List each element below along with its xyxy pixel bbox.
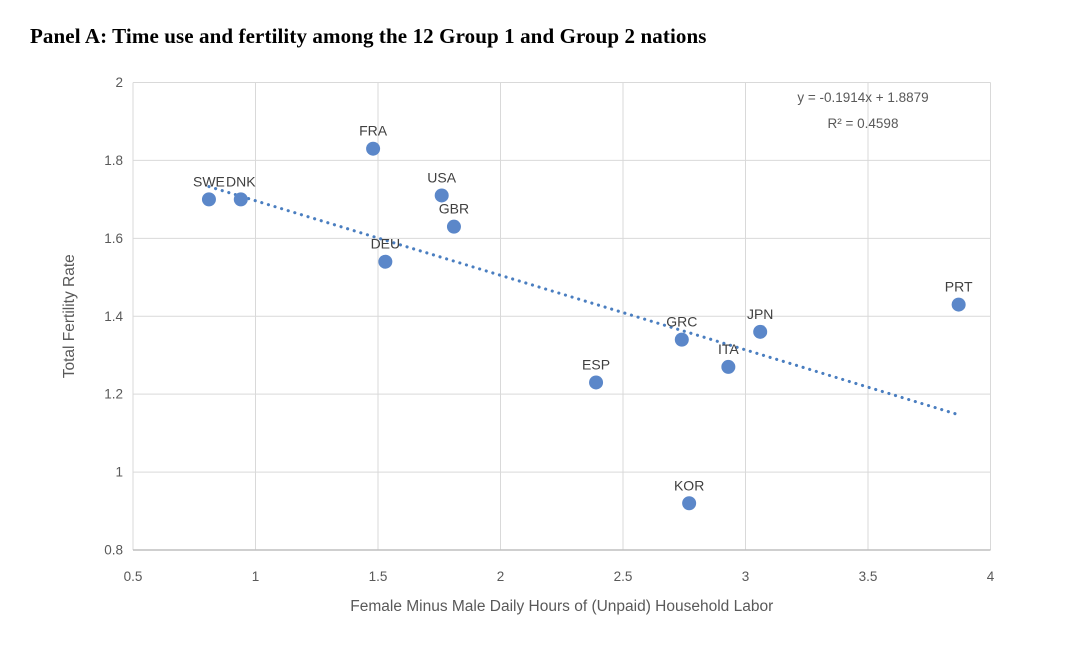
- data-point-ITA: [721, 359, 736, 374]
- x-tick-label: 4: [987, 569, 995, 584]
- data-point-KOR: [682, 496, 697, 511]
- data-point-label-FRA: FRA: [359, 123, 388, 139]
- y-axis-title: Total Fertility Rate: [61, 254, 78, 378]
- y-tick-label: 0.8: [104, 543, 123, 558]
- x-tick-label: 3: [742, 569, 750, 584]
- data-point-label-PRT: PRT: [945, 279, 973, 295]
- x-tick-label: 2: [497, 569, 505, 584]
- data-point-label-JPN: JPN: [747, 306, 773, 322]
- trendline-r2: R² = 0.4598: [828, 116, 899, 131]
- data-point-label-GRC: GRC: [666, 314, 697, 330]
- y-tick-label: 1.2: [104, 387, 123, 402]
- trendline-equation: y = -0.1914x + 1.8879: [797, 90, 928, 105]
- data-point-PRT: [951, 297, 966, 312]
- data-point-label-USA: USA: [427, 169, 456, 185]
- x-tick-label: 1.5: [369, 569, 388, 584]
- data-point-label-DNK: DNK: [226, 173, 256, 189]
- data-point-JPN: [753, 324, 768, 339]
- x-tick-label: 3.5: [859, 569, 878, 584]
- y-tick-label: 2: [115, 75, 123, 90]
- data-point-FRA: [366, 141, 381, 156]
- x-tick-label: 0.5: [124, 569, 143, 584]
- data-point-label-KOR: KOR: [674, 477, 704, 493]
- y-tick-label: 1.8: [104, 153, 123, 168]
- y-tick-label: 1.4: [104, 309, 123, 324]
- y-tick-label: 1: [115, 465, 123, 480]
- data-point-DEU: [378, 254, 393, 269]
- data-point-GBR: [446, 219, 461, 234]
- trendline: [207, 185, 961, 417]
- data-point-SWE: [201, 192, 216, 207]
- x-tick-label: 2.5: [614, 569, 633, 584]
- x-axis-title: Female Minus Male Daily Hours of (Unpaid…: [350, 598, 773, 615]
- data-point-label-DEU: DEU: [371, 236, 401, 252]
- y-tick-label: 1.6: [104, 231, 123, 246]
- data-point-label-ESP: ESP: [582, 356, 610, 372]
- data-point-DNK: [233, 192, 248, 207]
- data-point-label-SWE: SWE: [193, 173, 225, 189]
- x-tick-label: 1: [252, 569, 260, 584]
- panel-title: Panel A: Time use and fertility among th…: [30, 24, 707, 48]
- data-point-label-GBR: GBR: [439, 201, 469, 217]
- data-point-label-ITA: ITA: [718, 341, 739, 357]
- data-point-GRC: [674, 332, 689, 347]
- data-point-ESP: [589, 375, 604, 390]
- data-point-USA: [434, 188, 449, 203]
